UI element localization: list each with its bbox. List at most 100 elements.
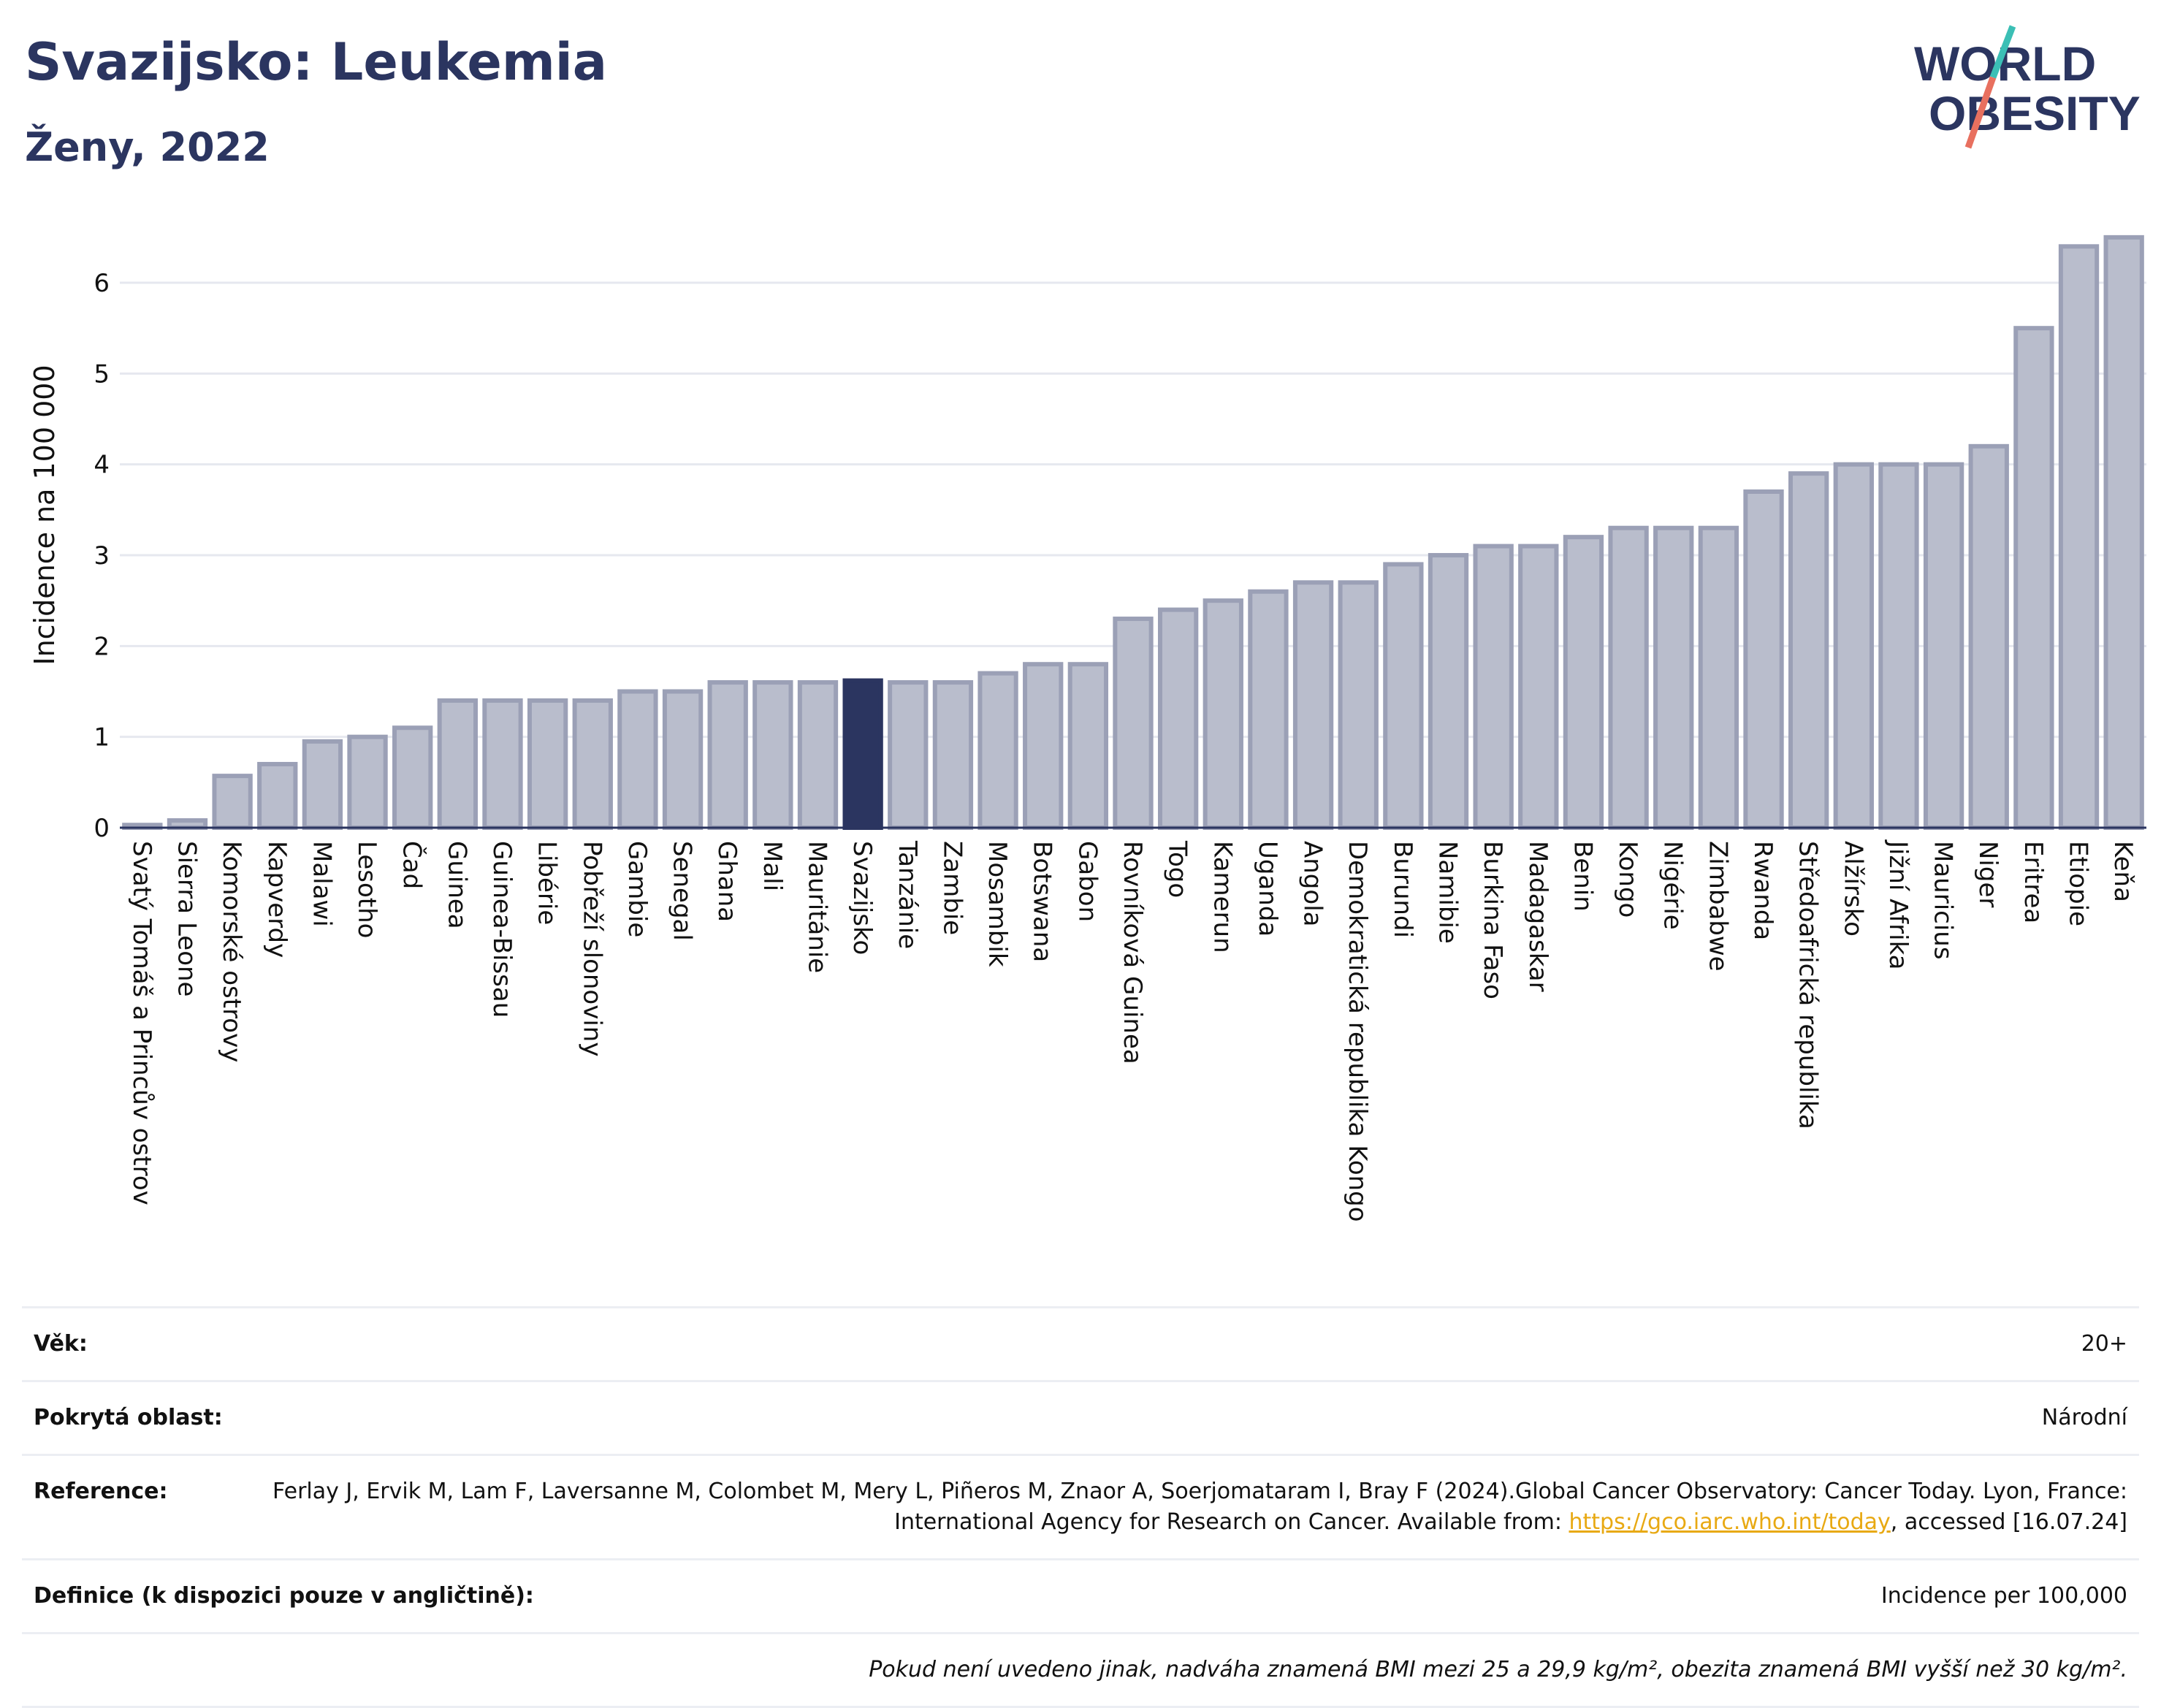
bar xyxy=(257,761,298,830)
bar xyxy=(1653,525,1694,830)
bar xyxy=(482,698,523,831)
bar xyxy=(977,671,1018,830)
definition-label: Definice (k dispozici pouze v angličtině… xyxy=(34,1583,534,1609)
x-tick-label: Lesotho xyxy=(352,841,381,938)
x-tick-label: Ghana xyxy=(712,841,742,922)
bar xyxy=(527,698,568,831)
x-tick-label: Guinea-Bissau xyxy=(487,841,517,1018)
x-tick-label: Zimbabwe xyxy=(1703,841,1732,972)
x-tick-label: Etiopie xyxy=(2064,841,2093,926)
age-value: 20+ xyxy=(2081,1331,2127,1357)
area-value: Národní xyxy=(2041,1405,2127,1430)
page-title: Svazijsko: Leukemia xyxy=(25,32,608,92)
bar xyxy=(2103,235,2144,830)
bar xyxy=(212,774,253,830)
y-tick-label: 3 xyxy=(94,541,110,571)
bar xyxy=(1203,598,1243,830)
info-row-age: Věk: 20+ xyxy=(22,1306,2139,1380)
bar xyxy=(797,680,839,831)
x-tick-label: Kamerun xyxy=(1208,841,1237,953)
bar xyxy=(1743,489,1784,830)
x-tick-label: Guinea xyxy=(442,841,471,929)
info-row-area: Pokrytá oblast: Národní xyxy=(22,1380,2139,1454)
bar xyxy=(617,689,658,830)
info-row-reference: Reference: Ferlay J, Ervik M, Lam F, Lav… xyxy=(22,1454,2139,1558)
bar xyxy=(347,734,388,830)
x-tick-label: Benin xyxy=(1568,841,1597,912)
x-tick-label: Rovníková Guinea xyxy=(1118,841,1147,1064)
x-tick-label: Eritrea xyxy=(2019,841,2048,923)
bars xyxy=(120,235,2146,831)
x-tick-label: Rwanda xyxy=(1748,841,1777,940)
x-axis-labels: Svatý Tomáš a Princův ostrov Sierra Leone… xyxy=(127,839,2138,1222)
bar xyxy=(1833,462,1874,831)
bar xyxy=(1067,662,1109,831)
x-tick-label: Demokratická republika Kongo xyxy=(1343,841,1372,1222)
x-tick-label: Keňa xyxy=(2108,841,2138,902)
x-tick-label: Mosambik xyxy=(983,841,1012,967)
bar xyxy=(752,680,793,831)
x-tick-label: Botswana xyxy=(1028,841,1057,962)
y-axis-ticks: 0 1 2 3 4 5 6 xyxy=(94,269,110,843)
x-tick-label: Středoafrická republika xyxy=(1794,841,1823,1129)
logo-coral-slash xyxy=(1964,76,1997,149)
bar xyxy=(1788,471,1829,830)
reference-value: Ferlay J, Ervik M, Lam F, Laversanne M, … xyxy=(197,1476,2127,1538)
bar xyxy=(1428,553,1469,831)
x-tick-label: Burundi xyxy=(1388,841,1417,938)
bar xyxy=(572,698,613,831)
y-tick-label: 1 xyxy=(94,723,110,752)
info-row-note: Pokud není uvedeno jinak, nadváha znamen… xyxy=(22,1632,2139,1708)
bar xyxy=(1923,462,1964,831)
x-tick-label: Malawi xyxy=(307,841,336,927)
bar xyxy=(1698,525,1739,830)
definition-value: Incidence per 100,000 xyxy=(1880,1583,2127,1609)
bar xyxy=(707,680,748,831)
bar xyxy=(932,680,974,831)
bar xyxy=(1563,535,1604,830)
definition-note: Pokud není uvedeno jinak, nadváha znamen… xyxy=(869,1657,2127,1682)
x-tick-label: Uganda xyxy=(1253,841,1282,937)
x-tick-label: Nigérie xyxy=(1658,841,1688,930)
x-tick-label: Mauritánie xyxy=(802,841,831,973)
y-tick-label: 5 xyxy=(94,359,110,389)
x-tick-label: Alžírsko xyxy=(1838,841,1867,937)
x-tick-label: Gabon xyxy=(1072,841,1102,922)
bar xyxy=(1518,544,1559,830)
bar xyxy=(842,678,883,831)
page-subtitle: Ženy, 2022 xyxy=(25,124,270,170)
bar xyxy=(2058,244,2100,830)
x-tick-label: Namibie xyxy=(1433,841,1463,944)
age-label: Věk: xyxy=(34,1331,88,1357)
reference-suffix: , accessed [16.07.24] xyxy=(1890,1509,2127,1535)
x-tick-label: Niger xyxy=(1973,841,2002,907)
bar xyxy=(1023,662,1064,831)
y-tick-label: 0 xyxy=(94,814,110,843)
reference-link[interactable]: https://gco.iarc.who.int/today xyxy=(1569,1509,1891,1535)
bar xyxy=(1608,525,1649,830)
logo-teal-slash xyxy=(1989,25,2016,79)
bar xyxy=(1248,589,1289,830)
logo-graphic: WORLD OBESITY xyxy=(1914,25,2141,149)
y-axis-title: Incidence na 100 000 xyxy=(28,365,61,665)
x-tick-label: Zambie xyxy=(937,841,967,935)
x-tick-label: Komorské ostrovy xyxy=(217,841,246,1062)
x-tick-label: Libérie xyxy=(533,841,562,925)
logo-line2: OBESITY xyxy=(1929,86,2141,140)
world-obesity-logo: WORLD OBESITY xyxy=(1907,22,2148,153)
bar xyxy=(1473,544,1514,830)
x-tick-label: Tanzánie xyxy=(893,840,922,949)
y-tick-label: 6 xyxy=(94,269,110,298)
x-tick-label: Čad xyxy=(397,841,427,889)
y-tick-label: 2 xyxy=(94,632,110,661)
bar xyxy=(437,698,478,831)
x-tick-label: Angola xyxy=(1298,841,1327,926)
x-tick-label: Mauricius xyxy=(1929,841,1958,960)
y-tick-label: 4 xyxy=(94,451,110,480)
x-tick-label: Senegal xyxy=(668,841,697,941)
x-tick-label: Pobřeží slonoviny xyxy=(577,841,606,1056)
x-tick-label: Gambie xyxy=(622,841,652,937)
x-tick-label: Svatý Tomáš a Princův ostrov xyxy=(127,841,156,1205)
x-tick-label: Kapverdy xyxy=(262,841,291,958)
bar xyxy=(2013,326,2054,830)
